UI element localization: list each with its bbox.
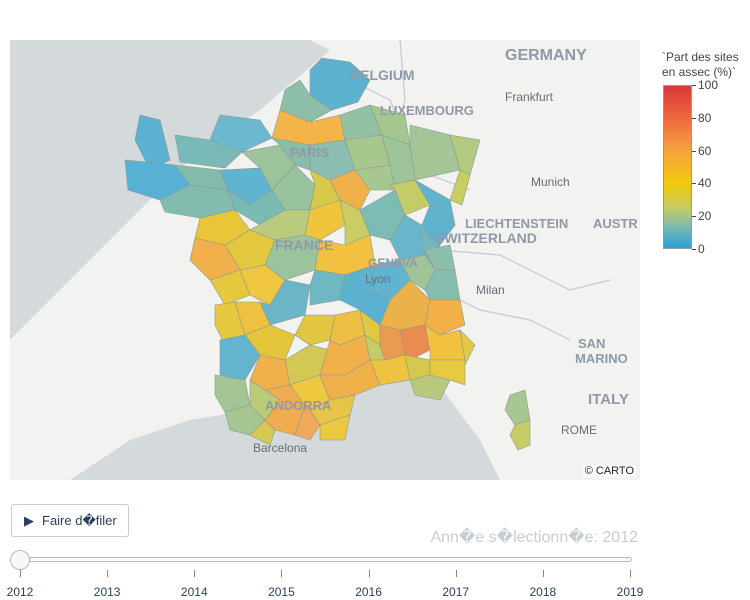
- label-switzerland: SWITZERLAND: [435, 230, 537, 246]
- colorbar-title: `Part des sites en assec (%)`: [662, 50, 739, 80]
- region-eure[interactable]: [270, 137, 311, 171]
- region-drome[interactable]: [399, 324, 431, 361]
- year-tick-mark: [455, 570, 457, 577]
- region-hautes-alpes[interactable]: [424, 299, 466, 336]
- label-liechtenstein: LIECHTENSTEIN: [465, 216, 568, 231]
- label-luxembourg: LUXEMBOURG: [380, 103, 474, 118]
- colorbar-tick-mark: [692, 117, 696, 119]
- colorbar-tick-label: 60: [698, 143, 712, 158]
- year-tick-mark: [20, 570, 21, 577]
- label-austria: AUSTR: [593, 216, 638, 231]
- year-slider-handle[interactable]: [10, 550, 30, 570]
- year-tick-label[interactable]: 2018: [529, 585, 557, 599]
- label-france: FRANCE: [275, 237, 333, 253]
- region-hautes-pyrenees[interactable]: [249, 419, 276, 446]
- region-nord[interactable]: [309, 57, 371, 111]
- year-tick-label[interactable]: 2019: [616, 585, 644, 599]
- label-milan: Milan: [476, 283, 505, 297]
- colorbar-scale: [663, 85, 692, 249]
- label-san-marino-2: MARINO: [575, 351, 628, 366]
- region-moselle[interactable]: [409, 124, 461, 181]
- colorbar-tick-mark: [692, 85, 696, 86]
- year-tick-label[interactable]: 2015: [268, 585, 295, 599]
- spain-land: [10, 435, 70, 480]
- year-tick-label[interactable]: 2012: [6, 585, 34, 599]
- region-puy-de-dome[interactable]: [339, 264, 376, 311]
- label-lyon: Lyon: [365, 272, 391, 286]
- map-attribution[interactable]: © CARTO: [582, 465, 636, 477]
- year-tick-mark: [107, 570, 109, 577]
- region-loir-cher[interactable]: [304, 199, 346, 241]
- colorbar-title-line1: `Part des sites: [662, 50, 739, 64]
- play-button[interactable]: ▶ Faire d�filer: [11, 504, 129, 537]
- colorbar-tick-label: 80: [698, 110, 712, 125]
- label-barcelona: Barcelona: [253, 441, 307, 455]
- channel-sea: [10, 40, 330, 190]
- label-frankfurt: Frankfurt: [505, 90, 554, 104]
- label-san-marino-1: SAN: [578, 336, 605, 351]
- france-departments: [124, 57, 531, 451]
- colorbar-tick-label: 40: [698, 176, 712, 191]
- region-seine-maritime[interactable]: [209, 114, 273, 153]
- year-tick-mark: [368, 570, 370, 577]
- label-andorra: ANDORRA: [265, 398, 332, 413]
- colorbar-tick-label: 100: [698, 78, 719, 92]
- colorbar-tick-mark: [692, 216, 696, 218]
- label-germany: GERMANY: [505, 47, 587, 64]
- map-canvas: GERMANY BELGIUM LUXEMBOURG PARIS LIECHTE…: [10, 40, 640, 480]
- year-tick-label[interactable]: 2013: [93, 585, 121, 599]
- region-bouches-rhone[interactable]: [409, 374, 451, 401]
- play-icon: ▶: [24, 512, 34, 528]
- region-corsica-south[interactable]: [509, 419, 531, 451]
- colorbar-tick-label: 0: [698, 242, 705, 256]
- year-tick-label[interactable]: 2014: [180, 585, 208, 599]
- year-tick-mark: [194, 570, 196, 577]
- year-tick-mark: [542, 570, 544, 577]
- region-pyrenees-orientales[interactable]: [319, 414, 351, 441]
- label-italy: ITALY: [588, 391, 629, 408]
- year-slider-rail[interactable]: [20, 557, 632, 562]
- region-haut-rhin[interactable]: [449, 169, 471, 206]
- year-tick-mark: [281, 570, 283, 577]
- colorbar-tick-mark: [692, 249, 696, 250]
- label-geneva: GENEVA: [368, 256, 418, 270]
- label-rome: ROME: [561, 423, 597, 437]
- region-ariege[interactable]: [294, 404, 321, 441]
- map-labels: GERMANY BELGIUM LUXEMBOURG PARIS LIECHTE…: [265, 47, 638, 413]
- choropleth-map[interactable]: GERMANY BELGIUM LUXEMBOURG PARIS LIECHTE…: [10, 40, 640, 480]
- region-dordogne[interactable]: [244, 324, 296, 361]
- label-paris: PARIS: [290, 145, 329, 160]
- slider-current-value: Ann�e s�lectionn�e: 2012: [430, 529, 638, 546]
- colorbar-tick-label: 20: [698, 209, 712, 224]
- label-belgium: BELGIUM: [350, 67, 415, 83]
- year-tick-label[interactable]: 2016: [355, 585, 382, 599]
- city-labels: Frankfurt Munich Lyon Milan ROME Barcelo…: [253, 90, 597, 455]
- label-munich: Munich: [531, 175, 570, 189]
- colorbar-tick-mark: [692, 150, 696, 152]
- year-tick-mark: [630, 570, 631, 577]
- colorbar-tick-mark: [692, 183, 696, 185]
- region-var[interactable]: [429, 359, 466, 386]
- region-gironde[interactable]: [219, 334, 261, 381]
- region-calvados[interactable]: [174, 134, 243, 169]
- colorbar-title-line2: en assec (%)`: [662, 65, 737, 79]
- play-button-label: Faire d�filer: [42, 512, 117, 528]
- year-tick-label[interactable]: 2017: [442, 585, 470, 599]
